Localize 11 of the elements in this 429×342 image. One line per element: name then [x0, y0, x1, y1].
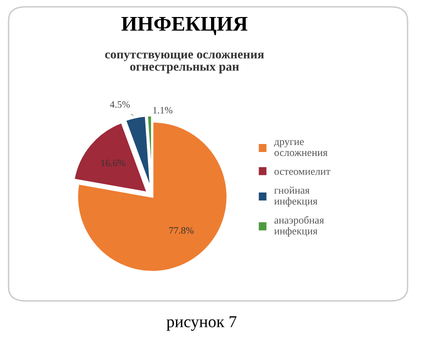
data-label: 4.5%: [110, 101, 130, 108]
legend-label: гнойная инфекция: [274, 186, 318, 207]
data-label: 77.8%: [169, 227, 194, 234]
data-label: 16.6%: [101, 160, 126, 166]
data-label: 1.1%: [153, 106, 172, 114]
legend-label: анаэробная инфекция: [274, 216, 324, 237]
text: рисунок 7: [166, 316, 236, 331]
legend-label: другие осложнения: [274, 140, 328, 156]
chart-subtitle: сопутствующие осложнения огнестрельных ран: [105, 52, 264, 74]
legend-label: остеомиелит: [274, 170, 330, 175]
chart-title: ИНФЕКЦИЯ: [121, 17, 248, 36]
